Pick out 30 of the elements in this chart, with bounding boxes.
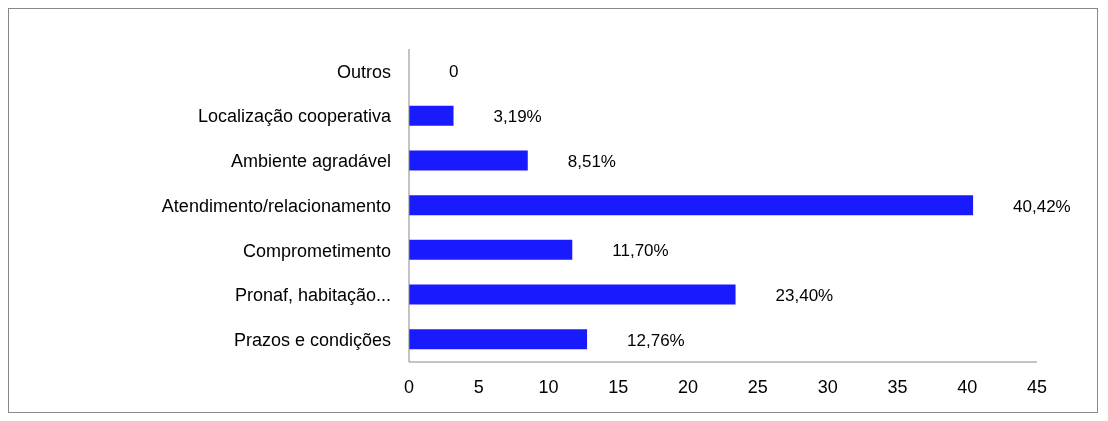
data-label: 3,19% (493, 107, 542, 127)
x-tick-label: 15 (608, 376, 629, 397)
bar (409, 195, 974, 216)
x-tick-label: 40 (957, 376, 978, 397)
y-tick-label: Atendimento/relacionamento (161, 195, 391, 216)
y-tick-label: Comprometimento (242, 240, 391, 261)
bar (409, 105, 454, 126)
bar (409, 329, 588, 350)
bar (409, 284, 736, 305)
data-label: 11,70% (612, 241, 669, 261)
x-tick-label: 45 (1026, 376, 1048, 397)
bar (409, 150, 528, 171)
x-tick-label: 0 (403, 376, 415, 397)
data-label: 40,42% (1013, 196, 1071, 216)
data-label: 12,76% (627, 330, 685, 350)
y-tick-label: Outros (336, 61, 391, 82)
x-tick-label: 20 (678, 376, 699, 397)
x-tick-label: 10 (538, 376, 559, 397)
x-tick-label: 30 (817, 376, 838, 397)
y-tick-label: Pronaf, habitação... (234, 285, 391, 306)
data-label: 8,51% (567, 151, 616, 171)
y-tick-label: Prazos e condições (233, 330, 391, 351)
y-tick-label: Ambiente agradável (230, 151, 391, 172)
data-label: 0 (449, 62, 459, 82)
x-tick-label: 25 (747, 376, 768, 397)
bar (409, 239, 573, 260)
x-tick-label: 35 (887, 376, 908, 397)
data-label: 23,40% (775, 285, 834, 305)
x-tick-label: 5 (473, 376, 484, 397)
y-tick-label: Localização cooperativa (197, 106, 392, 127)
